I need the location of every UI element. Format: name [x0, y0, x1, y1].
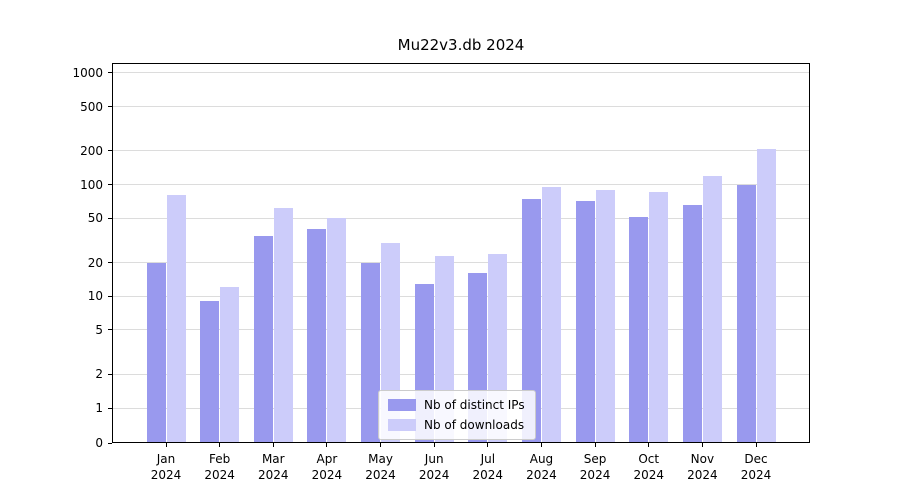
x-tick-label: Oct 2024 — [633, 452, 664, 483]
x-tick-label: Apr 2024 — [311, 452, 343, 483]
y-tick-label: 2 — [95, 367, 103, 382]
y-tick-mark — [108, 150, 112, 152]
x-tick-label: Feb 2024 — [204, 452, 235, 483]
bar-distinct-ips — [200, 301, 220, 443]
x-tick-label: May 2024 — [365, 452, 396, 483]
y-tick-mark — [108, 72, 112, 74]
bar-distinct-ips — [146, 262, 166, 443]
bar-distinct-ips — [307, 229, 327, 443]
y-tick-label: 10 — [87, 289, 103, 304]
x-tick-label: Jun 2024 — [418, 452, 450, 483]
gridline — [112, 373, 810, 375]
y-tick-mark — [108, 373, 112, 375]
x-tick-label: Aug 2024 — [526, 452, 557, 483]
y-tick-mark — [108, 407, 112, 409]
y-tick-mark — [108, 184, 112, 186]
x-tick-mark — [540, 443, 542, 447]
bar-distinct-ips — [682, 205, 702, 443]
gridline — [112, 262, 810, 264]
y-tick-mark — [108, 442, 112, 444]
legend: Nb of distinct IPs Nb of downloads — [378, 390, 536, 440]
gridline — [112, 106, 810, 108]
y-tick-label: 500 — [80, 99, 103, 114]
legend-swatch-distinct-ips — [388, 399, 416, 411]
bar-downloads — [327, 218, 347, 443]
x-tick-mark — [272, 443, 274, 447]
x-tick-mark — [165, 443, 167, 447]
x-tick-label: Sep 2024 — [579, 452, 611, 483]
x-tick-label: Mar 2024 — [257, 452, 289, 483]
y-tick-mark — [108, 329, 112, 331]
y-tick-label: 5 — [95, 322, 103, 337]
gridline — [112, 295, 810, 297]
bar-downloads — [756, 148, 776, 443]
gridline — [112, 184, 810, 186]
chart-title: Mu22v3.db 2024 — [397, 36, 525, 54]
bar-downloads — [273, 207, 293, 443]
x-tick-mark — [755, 443, 757, 447]
bar-downloads — [220, 287, 240, 443]
bar-distinct-ips — [361, 262, 381, 443]
x-tick-mark — [594, 443, 596, 447]
bar-distinct-ips — [575, 200, 595, 443]
bar-downloads — [541, 187, 561, 443]
x-tick-mark — [380, 443, 382, 447]
y-tick-mark — [108, 262, 112, 264]
legend-item-distinct-ips: Nb of distinct IPs — [388, 398, 525, 412]
x-tick-label: Dec 2024 — [740, 452, 772, 483]
bar-downloads — [649, 192, 669, 443]
x-tick-mark — [433, 443, 435, 447]
gridline — [112, 72, 810, 74]
gridline — [112, 329, 810, 331]
y-tick-label: 100 — [80, 177, 103, 192]
x-tick-mark — [648, 443, 650, 447]
bar-distinct-ips — [253, 235, 273, 443]
y-tick-label: 0 — [95, 436, 103, 450]
x-tick-mark — [701, 443, 703, 447]
y-tick-mark — [108, 295, 112, 297]
legend-item-downloads: Nb of downloads — [388, 418, 525, 432]
y-tick-label: 1000 — [72, 65, 103, 80]
x-tick-mark — [326, 443, 328, 447]
bar-downloads — [166, 195, 186, 443]
y-tick-label: 200 — [80, 143, 103, 158]
y-tick-label: 1 — [95, 401, 103, 415]
x-tick-mark — [219, 443, 221, 447]
legend-label-downloads: Nb of downloads — [424, 418, 525, 432]
gridline — [112, 217, 810, 219]
y-tick-mark — [108, 217, 112, 219]
x-tick-mark — [487, 443, 489, 447]
x-tick-label: Nov 2024 — [687, 452, 718, 483]
y-tick-label: 50 — [87, 211, 103, 226]
bar-downloads — [702, 175, 722, 443]
bar-downloads — [595, 189, 615, 443]
y-tick-label: 20 — [87, 255, 103, 270]
y-tick-mark — [108, 106, 112, 108]
x-tick-label: Jan 2024 — [150, 452, 182, 483]
bar-distinct-ips — [736, 184, 756, 443]
gridline — [112, 150, 810, 152]
bar-distinct-ips — [521, 198, 541, 443]
x-tick-label: Jul 2024 — [472, 452, 504, 483]
legend-label-distinct-ips: Nb of distinct IPs — [424, 398, 525, 412]
legend-swatch-downloads — [388, 419, 416, 431]
bar-distinct-ips — [629, 217, 649, 443]
